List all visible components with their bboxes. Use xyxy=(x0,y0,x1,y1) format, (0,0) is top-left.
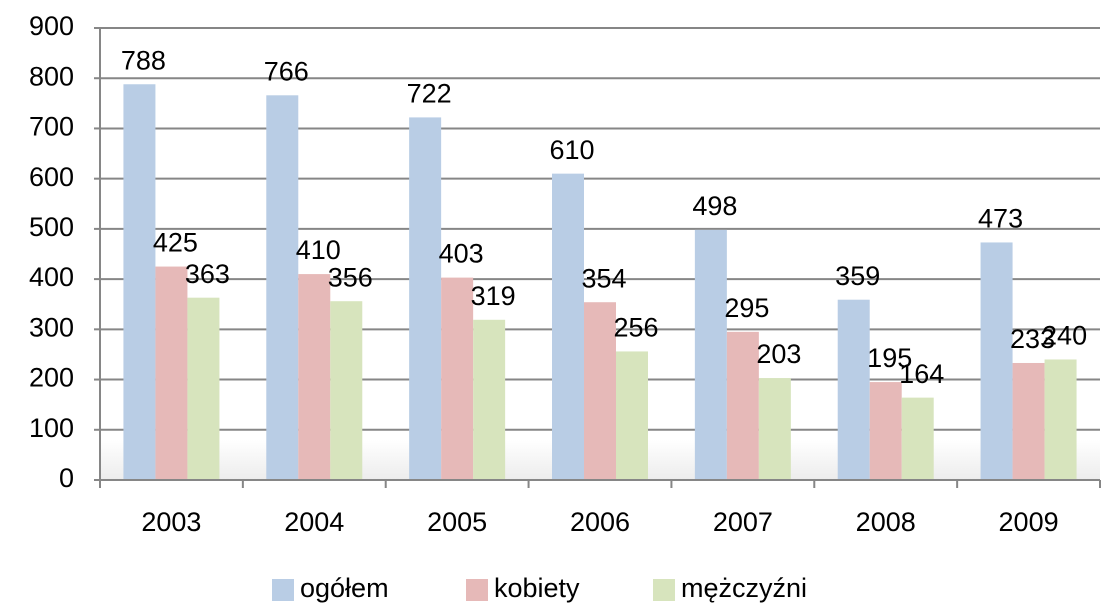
bar xyxy=(552,173,584,480)
bar xyxy=(980,242,1013,480)
y-tick-label: 800 xyxy=(29,61,74,91)
y-tick-label: 400 xyxy=(29,262,74,292)
x-tick-label: 2006 xyxy=(570,507,630,537)
x-tick-label: 2008 xyxy=(856,507,916,537)
bar xyxy=(266,95,299,480)
x-tick-label: 2007 xyxy=(713,507,773,537)
legend-swatch xyxy=(466,579,488,601)
bar xyxy=(901,397,934,480)
bar xyxy=(869,382,902,480)
data-label: 295 xyxy=(724,293,769,323)
y-tick-label: 300 xyxy=(29,312,74,342)
legend-swatch xyxy=(653,579,675,601)
data-label: 195 xyxy=(867,343,912,373)
data-label: 410 xyxy=(296,235,341,265)
y-tick-label: 900 xyxy=(29,11,74,41)
bar xyxy=(187,297,220,480)
y-tick-label: 0 xyxy=(59,463,74,493)
legend-label: ogółem xyxy=(300,573,389,603)
bar xyxy=(837,299,870,480)
bar xyxy=(694,229,727,480)
y-tick-label: 600 xyxy=(29,162,74,192)
bar xyxy=(758,378,791,480)
y-tick-label: 200 xyxy=(29,363,74,393)
data-label: 354 xyxy=(581,263,626,293)
data-label: 164 xyxy=(899,359,944,389)
data-label: 233 xyxy=(1010,324,1055,354)
legend-label: kobiety xyxy=(494,573,580,603)
y-tick-label: 700 xyxy=(29,112,74,142)
data-label: 359 xyxy=(835,261,880,291)
x-tick-label: 2004 xyxy=(284,507,344,537)
x-tick-label: 2005 xyxy=(427,507,487,537)
data-label: 722 xyxy=(407,79,452,109)
data-label: 356 xyxy=(328,262,373,292)
y-tick-label: 100 xyxy=(29,413,74,443)
data-label: 766 xyxy=(264,56,309,86)
bar xyxy=(155,266,188,480)
data-label: 363 xyxy=(185,259,230,289)
data-label: 203 xyxy=(756,339,801,369)
data-label: 610 xyxy=(549,135,594,165)
data-label: 319 xyxy=(471,281,516,311)
x-tick-label: 2009 xyxy=(999,507,1059,537)
bar xyxy=(726,331,759,480)
bar xyxy=(298,274,331,480)
bar xyxy=(1012,362,1045,480)
legend-swatch xyxy=(272,579,294,601)
bar xyxy=(584,302,616,480)
bar xyxy=(1044,359,1077,480)
data-label: 498 xyxy=(692,191,737,221)
bar xyxy=(123,84,156,480)
bar xyxy=(473,319,506,480)
data-label: 256 xyxy=(613,313,658,343)
data-label: 403 xyxy=(439,239,484,269)
x-tick-label: 2003 xyxy=(141,507,201,537)
bar xyxy=(330,301,363,480)
legend-label: mężczyźni xyxy=(681,573,807,603)
bar xyxy=(616,351,648,480)
data-label: 473 xyxy=(978,204,1023,234)
data-label: 425 xyxy=(153,228,198,258)
bar xyxy=(441,277,474,480)
data-label: 788 xyxy=(121,45,166,75)
y-tick-label: 500 xyxy=(29,212,74,242)
data-label: 240 xyxy=(1042,321,1087,351)
bar xyxy=(409,117,442,480)
